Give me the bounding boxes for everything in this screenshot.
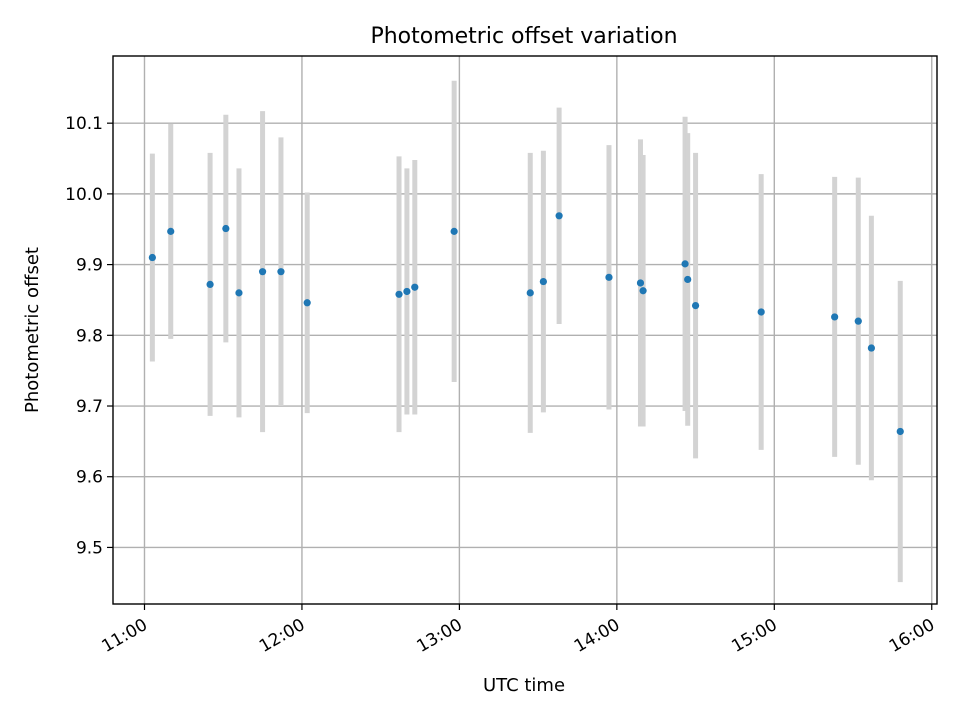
data-points (148, 212, 904, 436)
data-point (539, 277, 547, 286)
data-point (867, 344, 875, 352)
data-point (206, 280, 214, 288)
data-point (450, 227, 458, 235)
data-point (636, 279, 645, 287)
x-axis-label: UTC time (483, 675, 565, 696)
plot-frame (112, 55, 938, 605)
data-point (411, 283, 419, 291)
data-point (258, 268, 267, 276)
y-tick-label: 10.1 (65, 114, 103, 134)
x-tick-label: 11:00 (99, 615, 151, 657)
axis-ticks: 11:00 12:00 13:00 14:00 15:00 16:00 9.5 9.6 9.7 9… (65, 114, 938, 657)
x-tick-label: 16:00 (886, 615, 938, 657)
data-point (167, 227, 175, 235)
data-point (526, 289, 534, 297)
y-tick-label: 10.0 (65, 185, 103, 205)
data-point (896, 427, 904, 436)
x-tick-label: 13:00 (413, 615, 465, 657)
data-point (277, 268, 285, 276)
y-axis-label: Photometric offset (22, 247, 43, 413)
data-point (555, 212, 563, 220)
x-tick-label: 15:00 (728, 615, 780, 657)
data-point (235, 289, 243, 297)
data-point (831, 313, 839, 321)
grid-lines (113, 56, 937, 604)
data-point (605, 273, 613, 281)
x-tick-label: 14:00 (571, 615, 623, 657)
y-tick-label: 9.7 (76, 397, 103, 417)
data-point (148, 253, 156, 262)
data-point (395, 290, 403, 298)
data-point (403, 287, 411, 296)
data-point (854, 317, 862, 325)
x-tick-label: 12:00 (256, 615, 308, 657)
chart-title: Photometric offset variation (370, 24, 677, 49)
y-tick-label: 9.6 (76, 468, 103, 488)
y-tick-label: 9.9 (76, 256, 103, 276)
data-point (639, 287, 647, 295)
y-tick-label: 9.5 (76, 538, 103, 558)
data-point (681, 260, 689, 268)
data-point (691, 302, 700, 310)
y-tick-label: 9.8 (76, 326, 103, 346)
data-point (684, 275, 692, 284)
data-point (757, 308, 765, 316)
error-bars (149, 80, 903, 583)
data-point (222, 224, 230, 233)
data-point (303, 299, 311, 307)
